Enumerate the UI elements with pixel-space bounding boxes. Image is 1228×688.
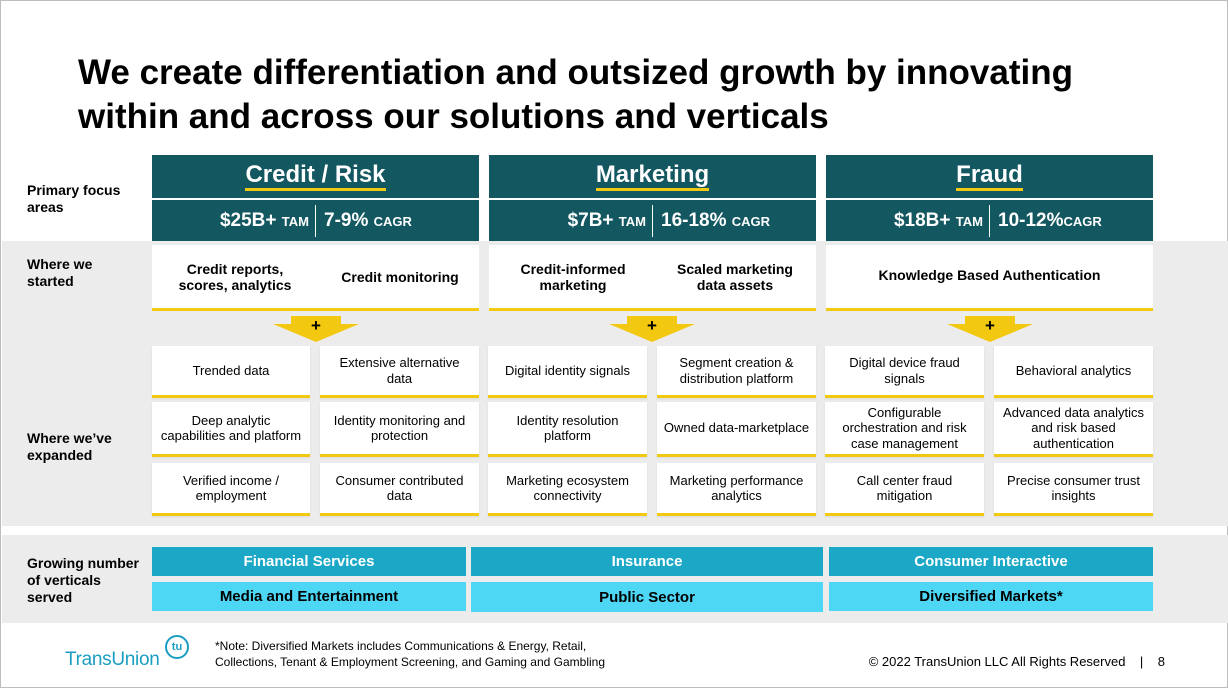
tam-unit: TAM (281, 213, 309, 229)
plus-arrow-icon: + (605, 316, 699, 342)
expanded-card: Call center fraud mitigation (825, 463, 984, 516)
divider (315, 204, 316, 237)
started-panel-marketing (489, 245, 816, 308)
logo-badge-icon: tu (165, 635, 189, 659)
started-item: Credit reports, scores, analytics (178, 261, 292, 293)
page-number: 8 (1157, 654, 1165, 669)
divider (989, 204, 990, 237)
tam-unit: TAM (955, 213, 983, 229)
column-tam-marketing: $7B+ TAM 16-18% CAGR (489, 200, 816, 241)
column-tam-fraud: $18B+ TAM 10-12%CAGR (826, 200, 1153, 241)
expanded-card: Consumer contributed data (320, 463, 479, 516)
cagr-unit: CAGR (731, 213, 771, 229)
expanded-card: Precise consumer trust insights (994, 463, 1153, 516)
vertical-financial-services: Financial Services (152, 547, 466, 576)
expanded-card: Marketing ecosystem connectivity (488, 463, 647, 516)
column-title: Marketing (595, 162, 710, 191)
cagr-value: 7-9% (324, 209, 369, 231)
column-header-credit-risk: Credit / Risk (152, 155, 479, 198)
yellow-rule (152, 308, 479, 311)
expanded-card: Identity monitoring and protection (320, 402, 479, 457)
plus-arrow-icon: + (943, 316, 1037, 342)
expanded-card: Digital device fraud signals (825, 346, 984, 398)
vertical-diversified-markets: Diversified Markets* (829, 582, 1153, 611)
expanded-card: Owned data-marketplace (657, 402, 816, 457)
row-label-started: Where we started (27, 256, 93, 289)
copyright-text: © 2022 TransUnion LLC All Rights Reserve… (868, 654, 1126, 669)
cagr-unit: CAGR (373, 213, 412, 229)
cagr-value: 16-18% (661, 209, 727, 231)
column-title: Credit / Risk (245, 162, 386, 191)
column-header-marketing: Marketing (489, 155, 816, 198)
expanded-card: Digital identity signals (488, 346, 647, 398)
tam-unit: TAM (618, 213, 646, 229)
expanded-card: Verified income / employment (152, 463, 310, 516)
started-panel-fraud (826, 245, 1153, 308)
expanded-card: Extensive alternative data (320, 346, 479, 398)
vertical-media-entertainment: Media and Entertainment (152, 582, 466, 611)
plus-arrow-icon: + (269, 316, 363, 342)
copyright: © 2022 TransUnion LLC All Rights Reserve… (761, 654, 1165, 669)
logo-text: TransUnion (65, 649, 160, 670)
expanded-card: Segment creation & distribution platform (657, 346, 816, 398)
column-tam-credit-risk: $25B+ TAM 7-9% CAGR (152, 200, 479, 241)
yellow-rule (489, 308, 816, 311)
row-label-verticals: Growing number of verticals served (27, 555, 139, 605)
yellow-rule (826, 308, 1153, 311)
copyright-separator: | (1129, 654, 1155, 669)
slide-title: We create differentiation and outsized g… (78, 53, 1073, 136)
started-item: Credit-informed marketing (520, 261, 626, 293)
row-label-primary: Primary focus areas (27, 182, 121, 215)
cagr-unit: CAGR (1063, 213, 1102, 229)
started-item: Credit monitoring (341, 269, 459, 285)
expanded-card: Deep analytic capabilities and platform (152, 402, 310, 457)
transunion-logo: TransUnion tu (65, 635, 195, 671)
tam-value: $18B+ (893, 209, 951, 231)
started-panel-credit-risk (152, 245, 479, 308)
expanded-card: Advanced data analytics and risk based a… (994, 402, 1153, 457)
started-item: Knowledge Based Authentication (878, 267, 1101, 283)
column-header-fraud: Fraud (826, 155, 1153, 198)
tam-value: $7B+ (567, 209, 614, 231)
tam-value: $25B+ (219, 209, 277, 231)
vertical-consumer-interactive: Consumer Interactive (829, 547, 1153, 576)
plus-label: + (647, 316, 657, 335)
expanded-card: Trended data (152, 346, 310, 398)
expanded-card: Behavioral analytics (994, 346, 1153, 398)
divider (652, 204, 653, 237)
column-title: Fraud (956, 162, 1023, 191)
plus-label: + (985, 316, 995, 335)
row-label-expanded: Where we’ve expanded (27, 430, 112, 463)
vertical-insurance: Insurance (471, 547, 823, 576)
expanded-card: Configurable orchestration and risk case… (825, 402, 984, 457)
vertical-public-sector: Public Sector (471, 582, 823, 612)
expanded-card: Marketing performance analytics (657, 463, 816, 516)
plus-label: + (311, 316, 321, 335)
cagr-value: 10-12% (998, 209, 1064, 231)
footnote: *Note: Diversified Markets includes Comm… (215, 639, 605, 669)
expanded-card: Identity resolution platform (488, 402, 647, 457)
started-item: Scaled marketing data assets (677, 261, 793, 293)
